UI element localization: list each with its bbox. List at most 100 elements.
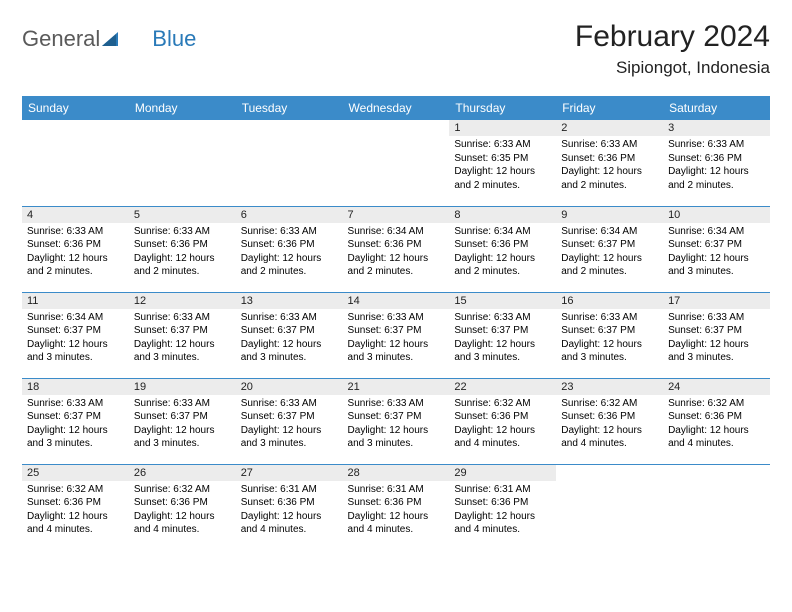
month-title: February 2024 [575, 20, 770, 54]
sunrise-line: Sunrise: 6:33 AM [668, 311, 765, 325]
sunrise-line: Sunrise: 6:33 AM [27, 225, 124, 239]
day-number: 28 [343, 465, 450, 481]
calendar-day-cell: 14Sunrise: 6:33 AMSunset: 6:37 PMDayligh… [343, 292, 450, 378]
calendar-day-cell: 18Sunrise: 6:33 AMSunset: 6:37 PMDayligh… [22, 378, 129, 464]
weekday-header: Monday [129, 96, 236, 120]
sunset-line: Sunset: 6:37 PM [27, 410, 124, 424]
day-number-empty [663, 465, 770, 481]
calendar-day-cell: 5Sunrise: 6:33 AMSunset: 6:36 PMDaylight… [129, 206, 236, 292]
calendar-day-cell: 22Sunrise: 6:32 AMSunset: 6:36 PMDayligh… [449, 378, 556, 464]
calendar-day-cell [343, 120, 450, 206]
calendar-day-cell [556, 464, 663, 550]
day-detail: Sunrise: 6:33 AMSunset: 6:35 PMDaylight:… [449, 136, 556, 196]
day-number: 6 [236, 207, 343, 223]
sunrise-line: Sunrise: 6:33 AM [561, 311, 658, 325]
day-detail: Sunrise: 6:34 AMSunset: 6:36 PMDaylight:… [343, 223, 450, 283]
sunrise-line: Sunrise: 6:32 AM [561, 397, 658, 411]
sunrise-line: Sunrise: 6:31 AM [454, 483, 551, 497]
day-number: 14 [343, 293, 450, 309]
daylight-line: Daylight: 12 hours and 3 minutes. [134, 424, 231, 451]
sunset-line: Sunset: 6:37 PM [348, 324, 445, 338]
sunset-line: Sunset: 6:36 PM [454, 496, 551, 510]
day-number: 18 [22, 379, 129, 395]
calendar-day-cell: 1Sunrise: 6:33 AMSunset: 6:35 PMDaylight… [449, 120, 556, 206]
day-detail: Sunrise: 6:33 AMSunset: 6:37 PMDaylight:… [343, 309, 450, 369]
sunset-line: Sunset: 6:37 PM [348, 410, 445, 424]
sunset-line: Sunset: 6:36 PM [561, 410, 658, 424]
daylight-line: Daylight: 12 hours and 3 minutes. [561, 338, 658, 365]
sunset-line: Sunset: 6:37 PM [27, 324, 124, 338]
weekday-header: Saturday [663, 96, 770, 120]
daylight-line: Daylight: 12 hours and 2 minutes. [454, 165, 551, 192]
day-number: 15 [449, 293, 556, 309]
sunset-line: Sunset: 6:37 PM [668, 324, 765, 338]
sunset-line: Sunset: 6:36 PM [454, 238, 551, 252]
day-number-empty [556, 465, 663, 481]
calendar-week-row: 11Sunrise: 6:34 AMSunset: 6:37 PMDayligh… [22, 292, 770, 378]
daylight-line: Daylight: 12 hours and 4 minutes. [561, 424, 658, 451]
weekday-header-row: Sunday Monday Tuesday Wednesday Thursday… [22, 96, 770, 120]
sunset-line: Sunset: 6:36 PM [454, 410, 551, 424]
day-detail: Sunrise: 6:33 AMSunset: 6:37 PMDaylight:… [129, 309, 236, 369]
day-number: 7 [343, 207, 450, 223]
sunset-line: Sunset: 6:36 PM [668, 410, 765, 424]
day-detail: Sunrise: 6:33 AMSunset: 6:37 PMDaylight:… [129, 395, 236, 455]
sunset-line: Sunset: 6:36 PM [134, 496, 231, 510]
day-number: 29 [449, 465, 556, 481]
sunrise-line: Sunrise: 6:34 AM [27, 311, 124, 325]
calendar-day-cell: 9Sunrise: 6:34 AMSunset: 6:37 PMDaylight… [556, 206, 663, 292]
sunrise-line: Sunrise: 6:34 AM [561, 225, 658, 239]
day-detail: Sunrise: 6:31 AMSunset: 6:36 PMDaylight:… [343, 481, 450, 541]
sunrise-line: Sunrise: 6:32 AM [134, 483, 231, 497]
day-detail: Sunrise: 6:32 AMSunset: 6:36 PMDaylight:… [663, 395, 770, 455]
calendar-day-cell: 15Sunrise: 6:33 AMSunset: 6:37 PMDayligh… [449, 292, 556, 378]
daylight-line: Daylight: 12 hours and 2 minutes. [561, 165, 658, 192]
day-number-empty [343, 120, 450, 136]
daylight-line: Daylight: 12 hours and 3 minutes. [27, 338, 124, 365]
sunset-line: Sunset: 6:37 PM [668, 238, 765, 252]
day-detail: Sunrise: 6:31 AMSunset: 6:36 PMDaylight:… [236, 481, 343, 541]
sunrise-line: Sunrise: 6:32 AM [454, 397, 551, 411]
day-detail: Sunrise: 6:33 AMSunset: 6:37 PMDaylight:… [663, 309, 770, 369]
day-number: 24 [663, 379, 770, 395]
sunrise-line: Sunrise: 6:33 AM [134, 225, 231, 239]
day-number: 8 [449, 207, 556, 223]
day-number-empty [236, 120, 343, 136]
day-detail: Sunrise: 6:33 AMSunset: 6:36 PMDaylight:… [22, 223, 129, 283]
calendar-day-cell: 28Sunrise: 6:31 AMSunset: 6:36 PMDayligh… [343, 464, 450, 550]
sunrise-line: Sunrise: 6:32 AM [27, 483, 124, 497]
day-number: 25 [22, 465, 129, 481]
day-detail: Sunrise: 6:33 AMSunset: 6:36 PMDaylight:… [556, 136, 663, 196]
day-number-empty [22, 120, 129, 136]
day-detail: Sunrise: 6:34 AMSunset: 6:37 PMDaylight:… [556, 223, 663, 283]
daylight-line: Daylight: 12 hours and 3 minutes. [134, 338, 231, 365]
day-number: 10 [663, 207, 770, 223]
logo-text-blue: Blue [152, 26, 196, 52]
day-detail: Sunrise: 6:31 AMSunset: 6:36 PMDaylight:… [449, 481, 556, 541]
calendar-day-cell [663, 464, 770, 550]
calendar-day-cell: 26Sunrise: 6:32 AMSunset: 6:36 PMDayligh… [129, 464, 236, 550]
day-number: 12 [129, 293, 236, 309]
sunrise-line: Sunrise: 6:33 AM [454, 311, 551, 325]
calendar-day-cell: 23Sunrise: 6:32 AMSunset: 6:36 PMDayligh… [556, 378, 663, 464]
calendar-day-cell: 20Sunrise: 6:33 AMSunset: 6:37 PMDayligh… [236, 378, 343, 464]
calendar-day-cell: 3Sunrise: 6:33 AMSunset: 6:36 PMDaylight… [663, 120, 770, 206]
day-number: 5 [129, 207, 236, 223]
day-detail: Sunrise: 6:33 AMSunset: 6:36 PMDaylight:… [663, 136, 770, 196]
calendar-day-cell [236, 120, 343, 206]
calendar-week-row: 25Sunrise: 6:32 AMSunset: 6:36 PMDayligh… [22, 464, 770, 550]
day-number: 13 [236, 293, 343, 309]
daylight-line: Daylight: 12 hours and 4 minutes. [134, 510, 231, 537]
day-number: 11 [22, 293, 129, 309]
daylight-line: Daylight: 12 hours and 3 minutes. [241, 338, 338, 365]
weekday-header: Tuesday [236, 96, 343, 120]
sunset-line: Sunset: 6:36 PM [561, 152, 658, 166]
daylight-line: Daylight: 12 hours and 4 minutes. [454, 424, 551, 451]
sunset-line: Sunset: 6:36 PM [348, 238, 445, 252]
sunrise-line: Sunrise: 6:33 AM [454, 138, 551, 152]
sunset-line: Sunset: 6:37 PM [561, 238, 658, 252]
day-detail: Sunrise: 6:33 AMSunset: 6:37 PMDaylight:… [556, 309, 663, 369]
sunrise-line: Sunrise: 6:33 AM [134, 311, 231, 325]
sunset-line: Sunset: 6:36 PM [241, 238, 338, 252]
calendar-week-row: 18Sunrise: 6:33 AMSunset: 6:37 PMDayligh… [22, 378, 770, 464]
